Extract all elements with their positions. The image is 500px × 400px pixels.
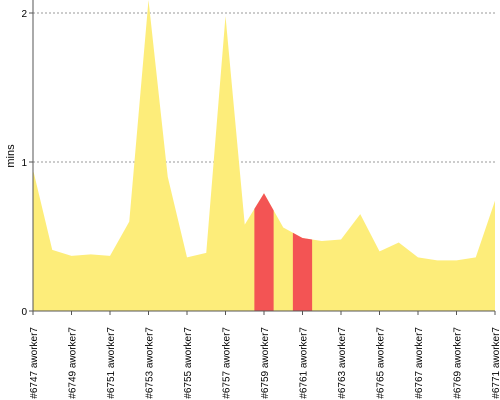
x-tick-label: #6769 aworker7 — [453, 327, 464, 399]
grid-lines — [33, 12, 495, 163]
x-tick-label: #6749 aworker7 — [68, 327, 79, 399]
x-tick-label: #6763 aworker7 — [337, 327, 348, 399]
y-tick-label: 1 — [21, 158, 27, 169]
y-tick-labels: 0 1 2 — [21, 9, 33, 318]
y-tick-label: 2 — [21, 9, 27, 20]
area-fill — [33, 0, 495, 311]
area-series — [33, 0, 495, 311]
x-tick-label: #6767 aworker7 — [414, 327, 425, 399]
x-tick-label: #6751 aworker7 — [106, 327, 117, 399]
highlight-bar-6761 — [292, 232, 313, 311]
x-tick-label: #6761 aworker7 — [299, 327, 310, 399]
x-tick-label: #6771 aworker7 — [491, 327, 500, 399]
x-tick-label: #6759 aworker7 — [260, 327, 271, 399]
x-tick-label: #6765 aworker7 — [376, 327, 387, 399]
x-tick-label: #6755 aworker7 — [183, 327, 194, 399]
x-tick-label: #6753 aworker7 — [145, 327, 156, 399]
y-tick-label: 0 — [21, 307, 27, 318]
y-axis-label: mins — [5, 144, 17, 168]
highlight-bars — [254, 193, 313, 311]
x-tick-labels: #6747 aworker7 #6749 aworker7 #6751 aworke… — [29, 311, 500, 399]
x-tick-label: #6757 aworker7 — [222, 327, 233, 399]
x-tick-label: #6747 aworker7 — [29, 327, 40, 399]
highlight-bar-6759 — [254, 193, 274, 311]
